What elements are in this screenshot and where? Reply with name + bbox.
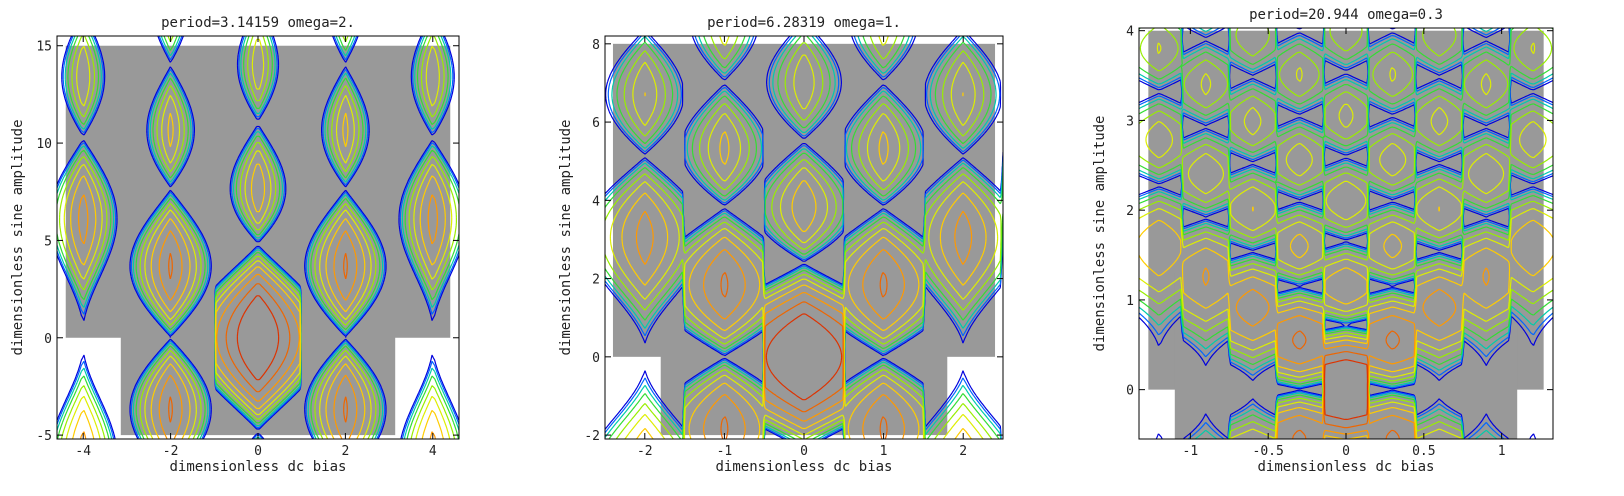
contour-level-4 bbox=[605, 36, 1003, 439]
y-tick-label: 2 bbox=[1126, 204, 1134, 219]
contour-level-10 bbox=[765, 313, 843, 401]
x-tick-label: 1 bbox=[880, 444, 888, 459]
chart-panel-1: -4 -2 0 2 4 -5 0 5 10 15 period=3.14159 omega=2. di… bbox=[10, 15, 460, 475]
x-axis-label: dimensionless dc bias bbox=[715, 459, 892, 475]
x-tick-label: 1 bbox=[1498, 444, 1506, 459]
x-tick-label: -2 bbox=[637, 444, 653, 459]
y-tick-label: 3 bbox=[1126, 114, 1134, 129]
x-tick-label: -2 bbox=[163, 444, 179, 459]
y-tick-label: 5 bbox=[44, 234, 52, 249]
y-tick-label: 15 bbox=[36, 40, 52, 55]
contour-level-5 bbox=[1139, 28, 1553, 439]
y-tick-label: 10 bbox=[36, 137, 52, 152]
x-tick-label: 4 bbox=[429, 444, 437, 459]
plot-area bbox=[1139, 28, 1553, 439]
y-tick-label: 4 bbox=[592, 194, 600, 209]
y-tick-label: 8 bbox=[592, 38, 600, 53]
contour-level-1 bbox=[57, 36, 459, 439]
shaded-region-2 bbox=[660, 278, 948, 436]
contour-level-3 bbox=[57, 36, 459, 439]
contour-level-7 bbox=[70, 112, 446, 439]
x-tick-label: -0.5 bbox=[1253, 444, 1284, 459]
contour-level-4 bbox=[57, 36, 459, 439]
y-tick-label: 1 bbox=[1126, 294, 1134, 309]
contour-level-9 bbox=[720, 272, 888, 439]
x-tick-label: 0 bbox=[800, 444, 808, 459]
contour-level-2 bbox=[57, 36, 459, 439]
chart-title: period=3.14159 omega=2. bbox=[161, 15, 355, 31]
y-tick-label: 4 bbox=[1126, 25, 1134, 40]
shaded-region-2 bbox=[120, 240, 396, 436]
y-tick-label: -2 bbox=[584, 429, 600, 444]
y-tick-label: 0 bbox=[1126, 384, 1134, 399]
x-tick-label: -1 bbox=[717, 444, 733, 459]
plot-area bbox=[605, 36, 1003, 439]
y-tick-label: 0 bbox=[44, 332, 52, 347]
x-axis-label: dimensionless dc bias bbox=[169, 459, 346, 475]
y-tick-label: -5 bbox=[36, 429, 52, 444]
y-axis-label: dimensionless sine amplitude bbox=[10, 119, 26, 355]
chart-panel-2: -2 -1 0 1 2 -2 0 2 4 6 8 period=6.28319 omega=1. dim… bbox=[558, 15, 1004, 475]
x-tick-label: 0.5 bbox=[1412, 444, 1435, 459]
y-tick-label: 2 bbox=[592, 273, 600, 288]
chart-title: period=20.944 omega=0.3 bbox=[1249, 7, 1443, 23]
plot-area bbox=[57, 36, 459, 439]
contour-level-10 bbox=[1323, 359, 1369, 420]
contour-level-8 bbox=[78, 194, 438, 439]
chart-title: period=6.28319 omega=1. bbox=[707, 15, 901, 31]
x-tick-label: -4 bbox=[75, 444, 91, 459]
contour-level-9 bbox=[168, 253, 348, 423]
chart-panel-3: -1 -0.5 0 0.5 1 0 1 2 3 4 period=20.944 omega=0.3 d… bbox=[1092, 7, 1554, 475]
y-axis-label: dimensionless sine amplitude bbox=[1092, 115, 1108, 351]
x-tick-label: 0 bbox=[1342, 444, 1350, 459]
contour-level-10 bbox=[236, 295, 280, 381]
y-tick-label: 6 bbox=[592, 116, 600, 131]
x-tick-label: 2 bbox=[341, 444, 349, 459]
contour-level-8 bbox=[1202, 267, 1490, 439]
contour-level-6 bbox=[63, 38, 453, 439]
shaded-region-2 bbox=[1174, 272, 1518, 439]
contour-level-5 bbox=[605, 36, 1002, 439]
x-tick-label: 0 bbox=[254, 444, 262, 459]
y-tick-label: 0 bbox=[592, 351, 600, 366]
x-tick-label: 2 bbox=[959, 444, 967, 459]
contour-level-5 bbox=[59, 36, 457, 439]
y-axis-label: dimensionless sine amplitude bbox=[558, 119, 574, 355]
x-tick-label: -1 bbox=[1183, 444, 1199, 459]
x-axis-label: dimensionless dc bias bbox=[1257, 459, 1434, 475]
